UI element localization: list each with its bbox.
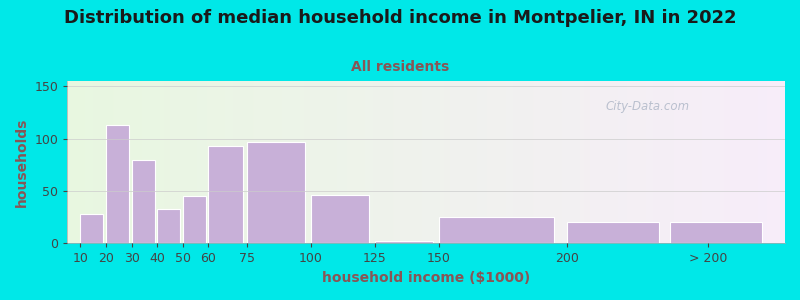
Bar bbox=[182, 196, 206, 243]
Y-axis label: households: households bbox=[15, 118, 29, 207]
Bar bbox=[567, 223, 659, 243]
Text: All residents: All residents bbox=[351, 60, 449, 74]
Bar bbox=[247, 142, 305, 243]
Bar bbox=[131, 160, 154, 243]
Bar bbox=[157, 209, 180, 243]
Bar bbox=[80, 214, 103, 243]
Text: Distribution of median household income in Montpelier, IN in 2022: Distribution of median household income … bbox=[64, 9, 736, 27]
Bar bbox=[670, 223, 762, 243]
Text: City-Data.com: City-Data.com bbox=[606, 100, 690, 113]
Bar bbox=[439, 217, 554, 243]
Bar bbox=[209, 146, 243, 243]
Bar bbox=[311, 195, 369, 243]
Bar bbox=[375, 241, 433, 243]
X-axis label: household income ($1000): household income ($1000) bbox=[322, 271, 530, 285]
Bar bbox=[106, 125, 129, 243]
